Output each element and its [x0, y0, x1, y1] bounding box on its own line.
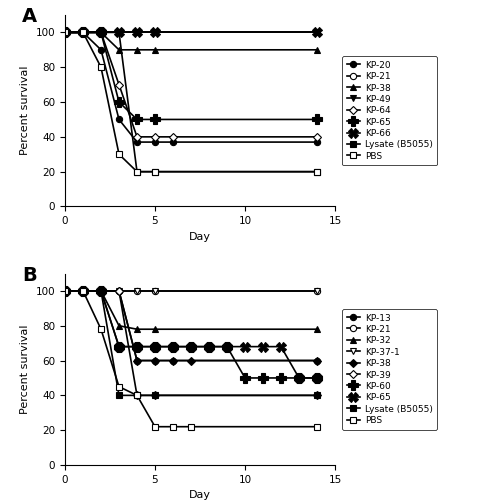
Legend: KP-13, KP-21, KP-32, KP-37-1, KP-38, KP-39, KP-60, KP-65, Lysate (B5055), PBS: KP-13, KP-21, KP-32, KP-37-1, KP-38, KP-…	[342, 309, 437, 430]
Y-axis label: Percent survival: Percent survival	[20, 324, 30, 414]
X-axis label: Day: Day	[189, 490, 211, 500]
Legend: KP-20, KP-21, KP-38, KP-49, KP-64, KP-65, KP-66, Lysate (B5055), PBS: KP-20, KP-21, KP-38, KP-49, KP-64, KP-65…	[342, 56, 437, 166]
Text: B: B	[22, 266, 36, 285]
Text: A: A	[22, 8, 37, 26]
X-axis label: Day: Day	[189, 232, 211, 242]
Y-axis label: Percent survival: Percent survival	[20, 66, 30, 156]
